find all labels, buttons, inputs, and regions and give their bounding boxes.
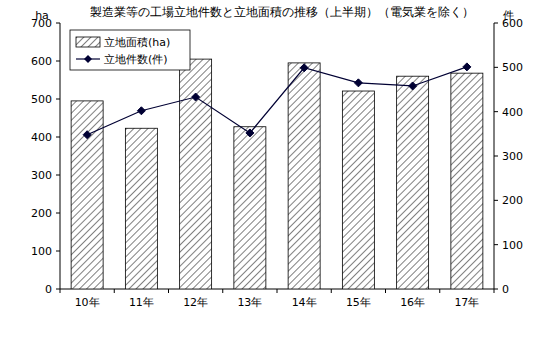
- bar: [125, 128, 157, 289]
- y2-tick: [494, 156, 498, 157]
- legend: 立地面積(ha) 立地件数(件): [70, 30, 190, 70]
- x-tick-label: 11年: [129, 296, 154, 309]
- x-tick-label: 16年: [400, 296, 425, 309]
- y-tick-label: 400: [31, 131, 52, 144]
- y2-tick: [494, 111, 498, 112]
- x-tick: [277, 289, 278, 293]
- y2-tick: [494, 244, 498, 245]
- y-tick-label: 500: [31, 93, 52, 106]
- y-tick: [56, 61, 60, 62]
- y-tick-label: 0: [45, 283, 52, 296]
- y2-tick-label: 200: [502, 194, 523, 207]
- y2-tick: [494, 67, 498, 68]
- bar: [342, 91, 374, 289]
- y-tick: [56, 99, 60, 100]
- x-tick-label: 13年: [237, 296, 262, 309]
- y2-tick-label: 0: [502, 283, 509, 296]
- x-tick: [114, 289, 115, 293]
- y-tick: [56, 175, 60, 176]
- bar: [451, 73, 483, 289]
- bar: [71, 101, 103, 289]
- chart: 製造業等の工場立地件数と立地面積の推移（上半期）（電気業を除く）ha件01002…: [0, 0, 540, 340]
- y2-tick-label: 600: [502, 17, 523, 30]
- y2-tick-label: 400: [502, 106, 523, 119]
- marker: [246, 129, 254, 137]
- y2-tick: [494, 23, 498, 24]
- y2-tick: [494, 289, 498, 290]
- y-tick: [56, 137, 60, 138]
- legend-swatch: [76, 37, 100, 47]
- y2-tick: [494, 200, 498, 201]
- marker: [463, 63, 471, 71]
- title: 製造業等の工場立地件数と立地面積の推移（上半期）（電気業を除く）: [90, 5, 474, 19]
- y-tick-label: 100: [31, 245, 52, 258]
- x-tick-label: 17年: [454, 296, 479, 309]
- bar: [180, 59, 212, 289]
- y-tick: [56, 213, 60, 214]
- marker: [83, 131, 91, 139]
- legend-marker: [84, 55, 92, 63]
- x-tick: [494, 289, 495, 293]
- x-tick: [168, 289, 169, 293]
- legend-box: [70, 30, 190, 70]
- bar: [288, 63, 320, 289]
- x-tick-label: 10年: [75, 296, 100, 309]
- x-tick-label: 14年: [292, 296, 317, 309]
- x-tick: [385, 289, 386, 293]
- y2-tick-label: 300: [502, 150, 523, 163]
- x-tick-label: 12年: [183, 296, 208, 309]
- bar: [234, 127, 266, 289]
- x-tick: [439, 289, 440, 293]
- marks: [71, 59, 483, 289]
- line: [87, 67, 467, 135]
- y-tick-label: 600: [31, 55, 52, 68]
- y-tick-label: 200: [31, 207, 52, 220]
- bar: [397, 76, 429, 289]
- marker: [137, 107, 145, 115]
- y2-tick-label: 100: [502, 239, 523, 252]
- x-tick: [331, 289, 332, 293]
- marker: [409, 82, 417, 90]
- y-tick: [56, 23, 60, 24]
- x-tick-label: 15年: [346, 296, 371, 309]
- y-tick-label: 300: [31, 169, 52, 182]
- legend-label: 立地件数(件): [104, 53, 168, 66]
- marker: [354, 79, 362, 87]
- marker: [192, 93, 200, 101]
- y-tick: [56, 289, 60, 290]
- y-tick: [56, 251, 60, 252]
- x-tick: [222, 289, 223, 293]
- y-axis-line: [60, 23, 61, 289]
- x-tick: [60, 289, 61, 293]
- y-tick-label: 700: [31, 17, 52, 30]
- marker: [300, 64, 308, 72]
- y2-tick-label: 500: [502, 61, 523, 74]
- legend-label: 立地面積(ha): [104, 36, 170, 49]
